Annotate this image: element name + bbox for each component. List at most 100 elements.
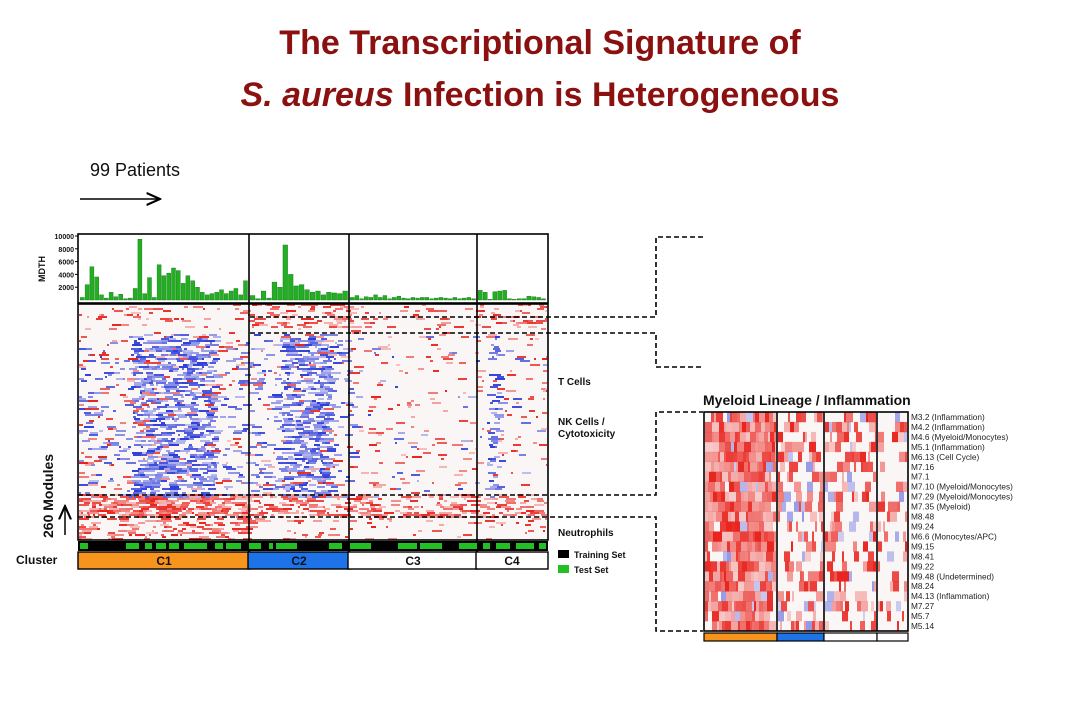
heatmap-cell [440,514,448,516]
zoom-heatmap-cell [850,621,852,632]
heatmap-cell [147,510,152,512]
zoom-row-label: M7.35 (Myeloid) [911,502,971,512]
zoom-heatmap-cell [727,551,731,562]
heatmap-cell [245,382,250,384]
heatmap-cell [211,508,217,510]
heatmap-cell [493,348,500,350]
zoom-heatmap-cell [825,601,832,612]
heatmap-cell [99,508,101,510]
heatmap-cell [305,496,307,498]
heatmap-cell [523,304,528,306]
zoom-heatmap [703,411,909,632]
heatmap-cell [197,526,204,528]
heatmap-cell [144,378,147,380]
heatmap-cell [342,326,348,328]
heatmap-cell [159,510,166,512]
heatmap-cell [318,342,322,344]
heatmap-cell [312,400,316,402]
zoom-heatmap-cell [742,601,746,612]
zoom-heatmap-cell [768,441,772,453]
heatmap-cell [453,508,459,510]
zoom-heatmap-cell [886,601,891,612]
heatmap-cell [147,378,152,380]
heatmap-cell [412,496,421,498]
heatmap-cell [515,438,518,440]
heatmap-cell [543,390,546,392]
heatmap-cell [143,480,150,482]
heatmap-cell [303,430,313,432]
heatmap-cell [137,422,144,424]
heatmap-cell [444,500,447,502]
heatmap-cell [186,496,189,498]
heatmap-cell [314,426,322,428]
heatmap-cell [311,452,318,454]
heatmap-cell [518,496,526,498]
heatmap-cell [294,520,304,522]
heatmap-cell [485,488,495,490]
heatmap-cell [93,496,100,498]
heatmap-cell [487,394,496,396]
bar-c1 [200,292,205,301]
heatmap-cell [490,496,495,498]
heatmap-cell [292,498,298,500]
heatmap-cell [97,510,100,512]
heatmap-cell [319,492,327,494]
heatmap-cell [191,410,197,412]
heatmap-cell [166,336,170,338]
heatmap-cell [494,422,500,424]
heatmap-cell [323,480,326,482]
zoom-heatmap-cell [709,581,715,592]
heatmap-cell [396,488,401,490]
heatmap-cell [164,530,174,532]
zoom-heatmap-cell [896,481,903,492]
test-set-segment [483,543,490,549]
heatmap-cell [292,442,301,444]
heatmap-cell [201,348,204,350]
zoom-heatmap-cell [746,511,748,522]
heatmap-cell [284,398,287,400]
heatmap-cell [516,402,519,404]
heatmap-cell [487,462,490,464]
heatmap-cell [169,444,179,446]
heatmap-cell [241,514,248,516]
zoom-row-label: M8.24 [911,581,934,591]
heatmap-cell [239,388,243,390]
heatmap-cell [183,496,186,498]
heatmap-cell [441,458,444,460]
heatmap-cell [506,350,514,352]
heatmap-cell [379,518,384,520]
heatmap-cell [279,412,282,414]
zoom-heatmap-cell [769,471,771,482]
heatmap-cell [156,384,158,386]
heatmap-cell [143,482,152,484]
heatmap-cell [182,350,185,352]
heatmap-cell [284,386,291,388]
zoom-heatmap-cell [806,541,812,552]
heatmap-cell [282,484,285,486]
heatmap-cell [148,448,154,450]
heatmap-cell [274,396,283,398]
heatmap-cell [214,432,221,434]
zoom-heatmap-cell [754,571,758,582]
heatmap-cell [489,374,498,376]
heatmap-cell [140,430,144,432]
heatmap-cell [332,496,342,498]
heatmap-cell [328,534,336,536]
heatmap-cell [297,368,307,370]
heatmap-cell [537,500,544,502]
heatmap-cell [184,428,192,430]
heatmap-cell [178,406,180,408]
heatmap-cell [124,314,127,316]
heatmap-cell [195,456,200,458]
heatmap-cell [254,334,261,336]
heatmap-cell [348,414,354,416]
heatmap-cell [190,408,198,410]
heatmap-cell [85,408,91,410]
heatmap-cell [283,498,292,500]
heatmap-cell [415,404,420,406]
heatmap-cell [148,444,152,446]
heatmap-cell [157,472,165,474]
zoom-heatmap-cell [740,621,746,632]
zoom-heatmap-cell [712,421,719,433]
heatmap-cell [308,386,314,388]
